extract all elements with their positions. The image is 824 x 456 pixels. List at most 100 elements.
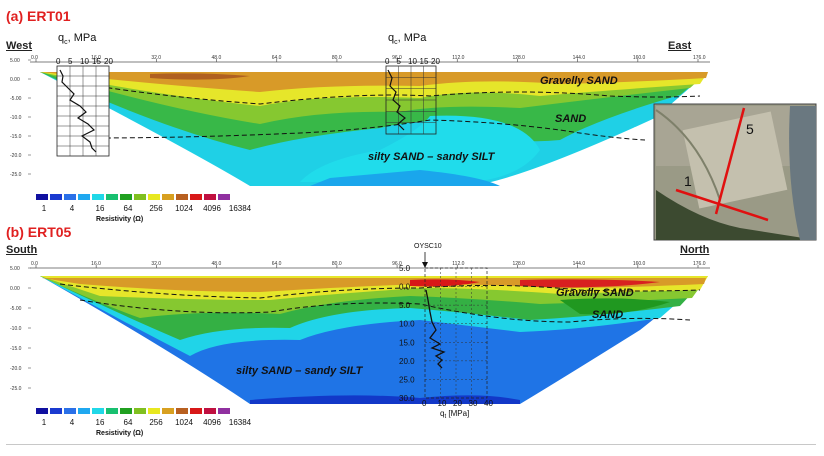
cpt-oysc10-grid bbox=[425, 268, 487, 398]
colorbar-swatch bbox=[64, 194, 76, 200]
colorbar-swatch bbox=[64, 408, 76, 414]
ert05-boundary-lower bbox=[79, 299, 691, 323]
depth-tick-label: -20.0 bbox=[10, 153, 22, 159]
colorbar-swatch bbox=[106, 194, 118, 200]
ert05-darkblue-base bbox=[250, 395, 520, 404]
distance-tick-label: 144.0 bbox=[573, 55, 586, 61]
ert05-boundary-upper bbox=[59, 283, 701, 299]
colorbar-swatch bbox=[78, 194, 90, 200]
inset-label-5: 5 bbox=[746, 121, 754, 137]
depth-tick-label: -25.0 bbox=[10, 386, 22, 392]
cpt-oysc10-depth-ticks: 5.0 0.0 5.0 10.0 15.0 20.0 25.0 30.0 bbox=[399, 264, 415, 403]
distance-tick-label: 0.0 bbox=[31, 55, 38, 61]
ert05-section: 0.0 16.0 32.0 48.0 64.0 80.0 96.0 112.0 128.0 144… bbox=[10, 243, 710, 420]
ert05-label-sand: SAND bbox=[592, 309, 623, 321]
cpt-center-grid bbox=[386, 66, 436, 134]
colorbar-swatch bbox=[218, 194, 230, 200]
distance-tick-label: 128.0 bbox=[512, 55, 525, 61]
cpt-tick-label: 20 bbox=[104, 57, 113, 66]
colorbar-swatch bbox=[106, 408, 118, 414]
borehole-label: OYSC10 bbox=[414, 243, 442, 250]
colorbar-swatch bbox=[204, 408, 216, 414]
cpt-left-ticks: 0 5 10 15 20 bbox=[56, 57, 113, 66]
depth-tick-label: 5.00 bbox=[10, 58, 20, 64]
cpt-tick-label: 15 bbox=[420, 57, 429, 66]
colorbar-tick-label: 16384 bbox=[229, 204, 252, 213]
bottom-divider bbox=[6, 444, 816, 445]
cpt-tick-label: 5 bbox=[397, 57, 402, 66]
colorbar-swatch bbox=[134, 408, 146, 414]
ert05-label-gravelly: Gravelly SAND bbox=[556, 287, 634, 299]
colorbar-swatch bbox=[78, 408, 90, 414]
ert01-blue-lens bbox=[310, 170, 500, 186]
colorbar-tick-label: 4096 bbox=[203, 418, 221, 427]
distance-tick-label: 80.0 bbox=[332, 261, 342, 267]
colorbar-tick-label: 256 bbox=[149, 418, 163, 427]
cpt-tick-label: 5 bbox=[68, 57, 73, 66]
distance-tick-label: 112.0 bbox=[452, 55, 464, 61]
cpt-left-trace bbox=[59, 69, 97, 153]
inset-line-1 bbox=[675, 188, 769, 222]
distance-tick-label: 64.0 bbox=[272, 55, 282, 61]
depth-tick-label: 0.00 bbox=[10, 286, 20, 292]
distance-tick-label: 80.0 bbox=[332, 55, 342, 61]
depth-tick-label: -5.00 bbox=[10, 96, 22, 102]
distance-tick-label: 48.0 bbox=[212, 261, 222, 267]
ert01-label-sand: SAND bbox=[555, 113, 586, 125]
cpt-qt-tick-label: 10 bbox=[438, 399, 447, 408]
ert01-distance-ticks: 0.0 16.0 32.0 48.0 64.0 80.0 96.0 112.0 128.0 144… bbox=[31, 55, 706, 62]
inset-line-5 bbox=[714, 107, 746, 215]
depth-tick-label: -15.0 bbox=[10, 134, 22, 140]
colorbar-swatch bbox=[162, 408, 174, 414]
colorbar-swatch bbox=[162, 194, 174, 200]
colorbar-swatch bbox=[36, 194, 48, 200]
distance-tick-label: 64.0 bbox=[272, 261, 282, 267]
cpt-left-grid bbox=[57, 66, 109, 156]
colorbar-tick-label: 64 bbox=[124, 418, 133, 427]
ert05-distance-ticks: 0.0 16.0 32.0 48.0 64.0 80.0 96.0 112.0 128.0 144… bbox=[31, 261, 706, 268]
cpt-left-qc-label: qc, MPa bbox=[58, 32, 97, 46]
colorbar-swatch bbox=[148, 408, 160, 414]
colorbar-swatch bbox=[148, 194, 160, 200]
distance-tick-label: 16.0 bbox=[91, 261, 101, 267]
ert05-label-silty: silty SAND – sandy SILT bbox=[236, 365, 364, 377]
colorbar-tick-label: 4 bbox=[70, 418, 75, 427]
colorbar-tick-label: 16 bbox=[96, 204, 105, 213]
ert01-boundary-upper bbox=[59, 79, 701, 105]
ert01-label-silty: silty SAND – sandy SILT bbox=[368, 151, 496, 163]
colorbar-swatch bbox=[92, 194, 104, 200]
colorbar-swatch bbox=[50, 408, 62, 414]
distance-tick-label: 96.0 bbox=[392, 261, 402, 267]
ert05-colorbar: 1 4 16 64 256 1024 4096 16384 Resistivity (Ω) bbox=[36, 408, 252, 437]
cpt-oysc10-axis-label: qt [MPa] bbox=[440, 409, 469, 420]
colorbar-tick-label: 1024 bbox=[175, 204, 193, 213]
depth-tick-label: -10.0 bbox=[10, 115, 22, 121]
ert01-depth-ticks: 5.00 0.00 -5.00 -10.0 -15.0 -20.0 -25.0 bbox=[10, 58, 31, 178]
ert01-brown-spot bbox=[150, 73, 250, 80]
panel-b-north-label: North bbox=[680, 244, 710, 256]
cpt-center-ticks: 0 5 10 15 20 bbox=[385, 57, 440, 66]
distance-tick-label: 176.0 bbox=[693, 55, 706, 61]
cpt-center-qc-label: qc, MPa bbox=[388, 32, 427, 46]
depth-tick-label: -25.0 bbox=[10, 172, 22, 178]
distance-tick-label: 128.0 bbox=[512, 261, 525, 267]
ert01-cpt-left: qc, MPa 0 5 10 15 20 bbox=[56, 32, 113, 157]
cpt-tick-label: 0 bbox=[56, 57, 61, 66]
inset-map: 1 5 bbox=[653, 103, 817, 241]
ert05-green-patch bbox=[560, 298, 670, 315]
distance-tick-label: 32.0 bbox=[151, 55, 161, 61]
ert05-cpt-oysc10: OYSC10 5.0 0.0 5.0 10.0 15.0 20.0 25.0 30.0 0 10… bbox=[399, 243, 493, 420]
cpt-depth-tick-label: 0.0 bbox=[399, 283, 411, 292]
cpt-depth-tick-label: 20.0 bbox=[399, 357, 415, 366]
depth-tick-label: -15.0 bbox=[10, 346, 22, 352]
cpt-qt-tick-label: 0 bbox=[422, 399, 427, 408]
ert01-cpt-center: qc, MPa 0 5 10 15 20 bbox=[385, 32, 440, 135]
cpt-depth-tick-label: 5.0 bbox=[399, 264, 411, 273]
distance-tick-label: 160.0 bbox=[633, 261, 646, 267]
colorbar-swatch bbox=[36, 408, 48, 414]
depth-tick-label: -10.0 bbox=[10, 326, 22, 332]
cpt-depth-tick-label: 25.0 bbox=[399, 375, 415, 384]
colorbar-swatch bbox=[176, 408, 188, 414]
